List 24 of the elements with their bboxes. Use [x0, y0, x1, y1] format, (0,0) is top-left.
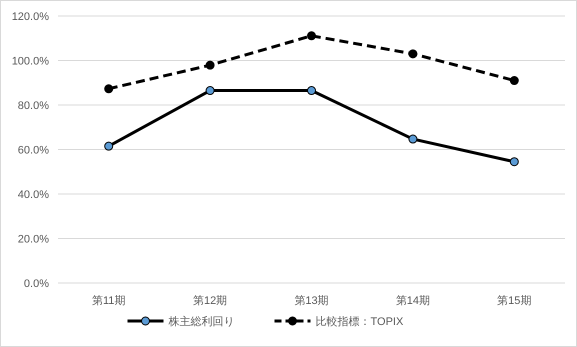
y-tick-label: 20.0%	[18, 234, 50, 246]
point	[510, 157, 519, 166]
point	[408, 49, 418, 58]
x-tick-label: 第12期	[192, 295, 228, 307]
point	[206, 86, 215, 96]
x-tick-label: 第11期	[92, 295, 126, 307]
y-tick-label: 80.0%	[18, 100, 50, 112]
point	[307, 86, 316, 96]
point	[104, 142, 114, 151]
point	[510, 76, 519, 86]
y-tick-label: 0.0%	[24, 278, 50, 290]
y-tick-label: 40.0%	[18, 189, 50, 201]
x-tick-label: 第13期	[294, 295, 329, 307]
legend-label: 株主総利回り	[168, 315, 234, 328]
legend-label: 比較指標：TOPIX	[316, 315, 404, 328]
y-tick-label: 100.0%	[12, 56, 50, 68]
x-tick-label: 第14期	[396, 295, 430, 307]
y-tick-label: 120.0%	[12, 11, 50, 23]
point	[307, 31, 316, 40]
point	[408, 134, 418, 144]
x-tick-label: 第15期	[497, 295, 532, 307]
point	[206, 60, 215, 70]
point	[104, 84, 114, 94]
y-tick-label: 60.0%	[18, 144, 50, 156]
